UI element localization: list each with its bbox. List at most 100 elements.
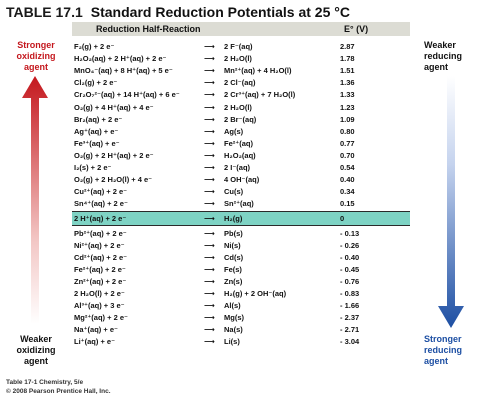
right-arrow-icon: ⟶ xyxy=(204,187,215,197)
potential-cell: 0.80 xyxy=(340,126,355,136)
products-cell: Al(s) xyxy=(224,301,241,311)
products-cell: Na(s) xyxy=(224,325,243,335)
products-cell: Ni(s) xyxy=(224,240,241,250)
table-row-hydrogen-reference: 2 H⁺(aq) + 2 e⁻ ⟶ H₂(g) 0 xyxy=(72,211,410,227)
reactants-cell: O₂(g) + 2 H⁺(aq) + 2 e⁻ xyxy=(74,150,154,160)
products-cell: Mn²⁺(aq) + 4 H₂O(l) xyxy=(224,66,292,76)
table-row: Br₂(aq) + 2 e⁻ ⟶ 2 Br⁻(aq) 1.09 xyxy=(72,114,410,126)
blue-down-arrow-icon xyxy=(438,76,464,328)
right-arrow-icon: ⟶ xyxy=(204,54,215,64)
reactants-cell: 2 H⁺(aq) + 2 e⁻ xyxy=(74,214,127,224)
table-row: F₂(g) + 2 e⁻ ⟶ 2 F⁻(aq) 2.87 xyxy=(72,41,410,53)
label-line: agent xyxy=(424,356,449,366)
column-header-reaction: Reduction Half-Reaction xyxy=(96,24,201,34)
table-title-text: Standard Reduction Potentials at 25 °C xyxy=(90,4,350,20)
potential-cell: 1.51 xyxy=(340,66,355,76)
right-arrow-icon: ⟶ xyxy=(204,114,215,124)
label-line: agent xyxy=(424,62,449,72)
reactants-cell: Fe²⁺(aq) + 2 e⁻ xyxy=(74,264,126,274)
right-arrow-icon: ⟶ xyxy=(204,228,215,238)
reactants-cell: 2 H₂O(l) + 2 e⁻ xyxy=(74,289,125,298)
right-arrow-icon: ⟶ xyxy=(204,199,215,209)
table-row: Fe²⁺(aq) + 2 e⁻ ⟶ Fe(s) - 0.45 xyxy=(72,264,410,276)
table-row: MnO₄⁻(aq) + 8 H⁺(aq) + 5 e⁻ ⟶ Mn²⁺(aq) + 4… xyxy=(72,65,410,77)
products-cell: H₂(g) xyxy=(224,214,243,224)
right-arrow-icon: ⟶ xyxy=(204,138,215,148)
table-row: Ni²⁺(aq) + 2 e⁻ ⟶ Ni(s) - 0.26 xyxy=(72,240,410,252)
products-cell: H₂O₂(aq) xyxy=(224,150,256,160)
products-cell: Cu(s) xyxy=(224,187,244,197)
right-arrow-icon: ⟶ xyxy=(204,150,215,160)
table-row: Al³⁺(aq) + 3 e⁻ ⟶ Al(s) - 1.66 xyxy=(72,300,410,312)
reactants-cell: F₂(g) + 2 e⁻ xyxy=(74,42,115,51)
reactants-cell: Fe³⁺(aq) + e⁻ xyxy=(74,138,120,148)
products-cell: 2 F⁻(aq) xyxy=(224,42,253,51)
right-arrow-icon: ⟶ xyxy=(204,66,215,76)
table-row: Cr₂O₇²⁻(aq) + 14 H⁺(aq) + 6 e⁻ ⟶ 2 Cr³⁺(aq… xyxy=(72,89,410,101)
red-up-arrow-icon xyxy=(22,76,48,324)
products-cell: Sn²⁺(aq) xyxy=(224,199,254,209)
table-row: Cd²⁺(aq) + 2 e⁻ ⟶ Cd(s) - 0.40 xyxy=(72,252,410,264)
reactants-cell: Li⁺(aq) + e⁻ xyxy=(74,337,116,347)
table-row: Fe³⁺(aq) + e⁻ ⟶ Fe²⁺(aq) 0.77 xyxy=(72,138,410,150)
weaker-oxidizing-label: Weaker oxidizing agent xyxy=(4,334,68,367)
products-cell: 2 H₂O(l) xyxy=(224,54,252,64)
reactants-cell: Al³⁺(aq) + 3 e⁻ xyxy=(74,301,125,311)
column-header-bar xyxy=(72,22,410,36)
column-header-potential: E° (V) xyxy=(344,24,369,34)
reactants-cell: Cr₂O₇²⁻(aq) + 14 H⁺(aq) + 6 e⁻ xyxy=(74,90,180,100)
products-cell: Cd(s) xyxy=(224,252,244,262)
products-cell: Fe²⁺(aq) xyxy=(224,138,253,148)
potential-cell: - 0.45 xyxy=(340,264,360,274)
potential-cell: - 0.40 xyxy=(340,252,360,262)
table-row: I₂(s) + 2 e⁻ ⟶ 2 I⁻(aq) 0.54 xyxy=(72,162,410,174)
right-arrow-icon: ⟶ xyxy=(204,313,215,323)
potential-cell: - 1.66 xyxy=(340,301,360,311)
reactants-cell: Pb²⁺(aq) + 2 e⁻ xyxy=(74,228,127,238)
reactants-cell: H₂O₂(aq) + 2 H⁺(aq) + 2 e⁻ xyxy=(74,54,167,64)
products-cell: 2 I⁻(aq) xyxy=(224,163,251,172)
potential-cell: 0.40 xyxy=(340,175,355,185)
reactants-cell: MnO₄⁻(aq) + 8 H⁺(aq) + 5 e⁻ xyxy=(74,66,173,76)
table-row: Li⁺(aq) + e⁻ ⟶ Li(s) - 3.04 xyxy=(72,336,410,348)
reactants-cell: I₂(s) + 2 e⁻ xyxy=(74,163,112,172)
potential-cell: 0.34 xyxy=(340,187,355,197)
right-arrow-icon: ⟶ xyxy=(204,175,215,185)
right-arrow-icon: ⟶ xyxy=(204,78,215,88)
table-title: TABLE 17.1 Standard Reduction Potentials … xyxy=(6,2,350,22)
right-arrow-icon: ⟶ xyxy=(204,102,215,112)
weaker-reducing-label: Weaker reducing agent xyxy=(424,40,480,73)
reactants-cell: Br₂(aq) + 2 e⁻ xyxy=(74,114,123,124)
label-line: agent xyxy=(23,62,48,72)
reactants-cell: Ni²⁺(aq) + 2 e⁻ xyxy=(74,240,125,250)
potential-cell: 1.33 xyxy=(340,90,355,100)
table-row: Mg²⁺(aq) + 2 e⁻ ⟶ Mg(s) - 2.37 xyxy=(72,312,410,324)
right-arrow-icon: ⟶ xyxy=(204,264,215,274)
potential-cell: - 2.71 xyxy=(340,325,360,335)
potential-cell: - 3.04 xyxy=(340,337,360,347)
reactants-cell: Cl₂(g) + 2 e⁻ xyxy=(74,78,118,88)
potential-cell: - 0.26 xyxy=(340,240,360,250)
table-row: Sn⁴⁺(aq) + 2 e⁻ ⟶ Sn²⁺(aq) 0.15 xyxy=(72,198,410,210)
table-row: O₂(g) + 2 H₂O(l) + 4 e⁻ ⟶ 4 OH⁻(aq) 0.40 xyxy=(72,174,410,186)
potential-cell: - 2.37 xyxy=(340,313,360,323)
stronger-reducing-label: Stronger reducing agent xyxy=(424,334,480,367)
right-arrow-icon: ⟶ xyxy=(204,276,215,286)
reactants-cell: Na⁺(aq) + e⁻ xyxy=(74,325,118,335)
label-line: Weaker xyxy=(20,334,52,344)
right-arrow-icon: ⟶ xyxy=(204,214,215,224)
reactants-cell: O₂(g) + 2 H₂O(l) + 4 e⁻ xyxy=(74,175,153,185)
table-row: Cu²⁺(aq) + 2 e⁻ ⟶ Cu(s) 0.34 xyxy=(72,186,410,198)
products-cell: 2 Cr³⁺(aq) + 7 H₂O(l) xyxy=(224,90,296,100)
reactants-cell: Ag⁺(aq) + e⁻ xyxy=(74,126,119,136)
products-cell: 2 Br⁻(aq) xyxy=(224,114,257,124)
reactants-cell: Cu²⁺(aq) + 2 e⁻ xyxy=(74,187,128,197)
table-row: Ag⁺(aq) + e⁻ ⟶ Ag(s) 0.80 xyxy=(72,126,410,138)
table-number: TABLE 17.1 xyxy=(6,4,83,20)
table-row: Pb²⁺(aq) + 2 e⁻ ⟶ Pb(s) - 0.13 xyxy=(72,228,410,240)
potential-cell: 1.78 xyxy=(340,54,355,64)
potential-cell: 0.15 xyxy=(340,199,355,209)
potential-cell: 1.09 xyxy=(340,114,355,124)
products-cell: 4 OH⁻(aq) xyxy=(224,175,260,185)
label-line: Weaker xyxy=(424,40,456,50)
